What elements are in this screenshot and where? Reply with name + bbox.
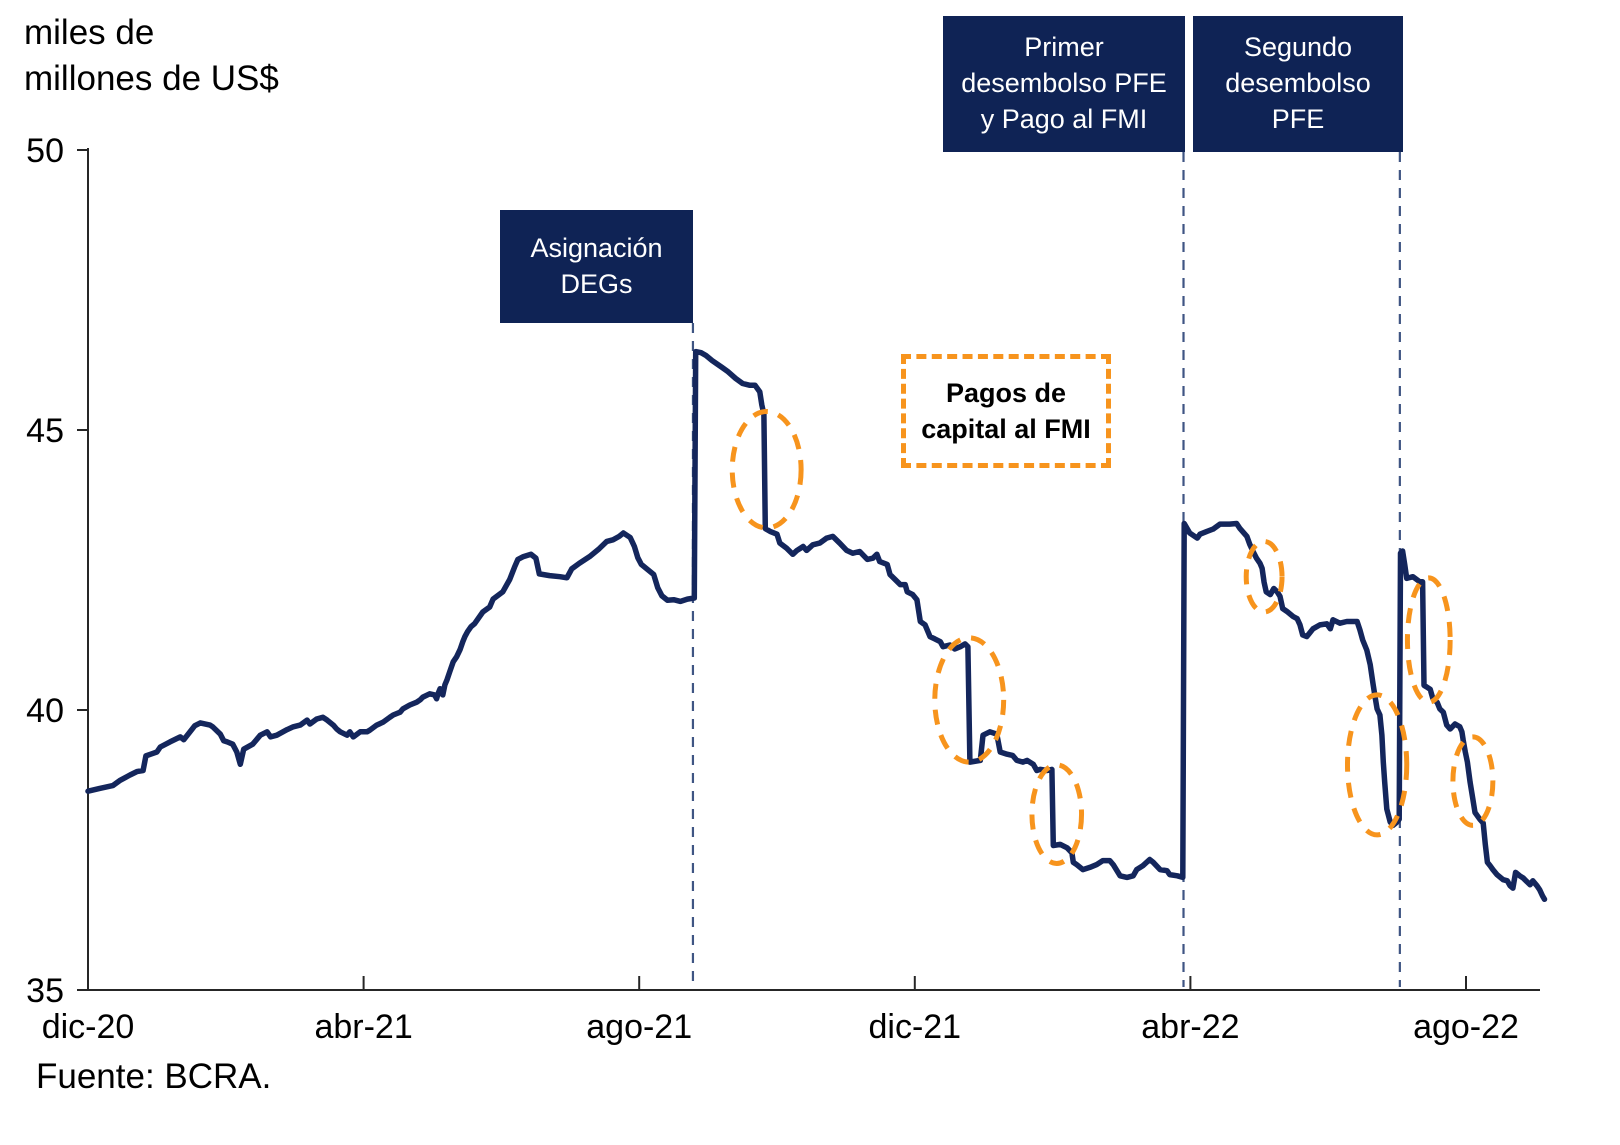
x-tick-label: dic-20 [42,1008,135,1046]
highlight-ellipse [1404,575,1453,705]
annotation-box-pagos-capital-fmi: Pagos de capital al FMI [901,354,1111,468]
annotation-text-line: y Pago al FMI [980,103,1148,134]
x-tick-label: ago-22 [1413,1008,1519,1046]
annotation-box-segundo-desembolso: Segundo desembolso PFE [1193,16,1403,152]
highlight-ellipse [1243,538,1285,615]
y-tick-label: 40 [26,692,64,730]
annotation-text-line: desembolso [1225,68,1371,99]
annotation-text-line: capital al FMI [921,414,1091,444]
y-tick-label: 50 [26,132,64,170]
y-axis-unit-line-2: millones de US$ [24,58,279,98]
x-tick-label: abr-21 [314,1008,412,1046]
annotation-text-line: Segundo [1243,32,1353,63]
annotation-text-line: DEGs [560,268,633,299]
annotation-text-line: Pagos de [945,377,1067,408]
highlight-ellipse [1029,762,1085,866]
source-note: Fuente: BCRA. [36,1057,272,1096]
annotation-box-primer-desembolso: Primer desembolso PFE y Pago al FMI [943,16,1185,152]
y-tick-label: 45 [26,412,64,450]
reserves-series-line [85,348,1548,903]
annotation-text-line: Asignación [530,232,663,263]
x-tick-label: dic-21 [868,1008,961,1046]
highlight-ellipse [1450,734,1496,828]
annotation-text-line: desembolso PFE [961,68,1167,99]
y-tick-label: 35 [26,972,64,1010]
annotation-box-asignacion-degs: Asignación DEGs [500,210,693,323]
highlight-ellipse [729,409,804,531]
y-axis-unit-label: miles de millones de US$ [24,10,279,101]
annotation-text-line: Primer [1024,32,1104,63]
annotation-text-line: PFE [1271,103,1325,134]
y-axis-unit-line-1: miles de [24,13,155,52]
highlight-ellipse [1344,692,1410,838]
x-tick-label: abr-22 [1141,1008,1239,1046]
x-tick-label: ago-21 [586,1008,692,1046]
highlight-ellipse [932,635,1007,765]
